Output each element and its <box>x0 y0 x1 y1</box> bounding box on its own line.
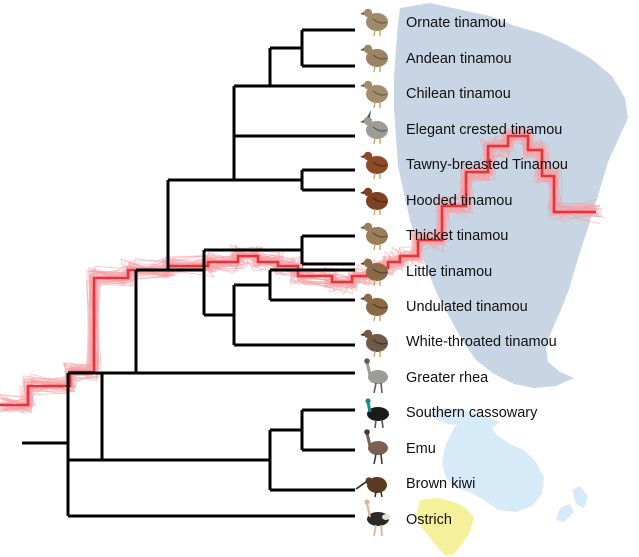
taxon-label-white-throated-tinamou: White-throated tinamou <box>406 334 557 350</box>
cassowary-icon <box>365 398 389 429</box>
taxon-label-emu: Emu <box>406 441 436 457</box>
taxon-label-tawny-breasted-tinamou: Tawny-breasted Tinamou <box>406 157 568 173</box>
taxon-label-undulated-tinamou: Undulated tinamou <box>406 299 528 315</box>
map-layer <box>394 3 628 556</box>
phylogenetic-tree <box>22 28 355 518</box>
africa-map <box>416 498 474 556</box>
taxon-label-ornate-tinamou: Ornate tinamou <box>406 15 506 31</box>
new-zealand-north-map <box>572 486 588 508</box>
tinamou-icon <box>360 187 388 216</box>
kiwi-icon <box>355 477 387 498</box>
taxon-label-andean-tinamou: Andean tinamou <box>406 51 512 67</box>
emu-icon <box>364 429 388 465</box>
crested-tinamou-icon <box>360 110 388 145</box>
tinamou-icon <box>360 222 388 251</box>
new-guinea-map <box>426 408 500 428</box>
tinamou-icon <box>360 258 388 287</box>
taxon-label-ostrich: Ostrich <box>406 512 452 528</box>
tinamou-icon <box>360 151 388 180</box>
taxon-label-southern-cassowary: Southern cassowary <box>406 405 538 421</box>
south-america-map <box>394 3 628 388</box>
taxon-label-elegant-crested-tinamou: Elegant crested tinamou <box>406 122 562 138</box>
taxon-label-brown-kiwi: Brown kiwi <box>406 476 475 492</box>
australia-map <box>442 416 544 512</box>
taxon-labels: Ornate tinamou Andean tinamou Chilean ti… <box>406 15 568 528</box>
taxon-label-hooded-tinamou: Hooded tinamou <box>406 193 512 209</box>
taxon-label-greater-rhea: Greater rhea <box>406 370 489 386</box>
sampled-history-line <box>0 129 605 413</box>
taxon-label-chilean-tinamou: Chilean tinamou <box>406 86 511 102</box>
ostrich-icon <box>364 499 390 537</box>
tinamou-icon <box>360 8 388 37</box>
tree-branches <box>22 28 355 518</box>
taxon-label-thicket-tinamou: Thicket tinamou <box>406 228 508 244</box>
bird-icons <box>355 8 390 537</box>
tinamou-icon <box>360 329 388 358</box>
trace-central-estimate <box>0 134 596 407</box>
tinamou-icon <box>360 80 388 109</box>
rhea-icon <box>364 358 388 394</box>
new-zealand-south-map <box>556 504 574 522</box>
tinamou-icon <box>360 293 388 322</box>
state-trace <box>0 124 605 414</box>
taxon-label-little-tinamou: Little tinamou <box>406 264 492 280</box>
tinamou-icon <box>360 44 388 73</box>
